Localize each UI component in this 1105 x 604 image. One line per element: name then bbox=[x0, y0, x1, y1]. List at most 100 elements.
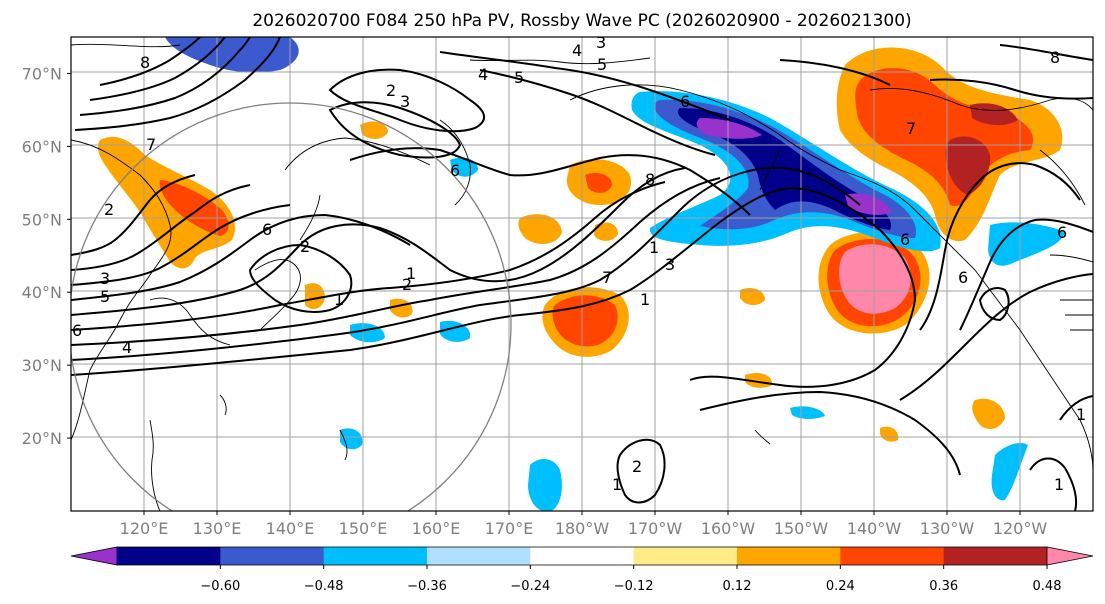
map-area: 8 3 4 5 2 3 6 6 2 8 7 1 2 3 4 5 6 2 1 3 … bbox=[71, 33, 1093, 511]
colorbar-tick-label: −0.48 bbox=[304, 579, 344, 594]
shade-small-9 bbox=[745, 373, 773, 388]
shade-small-4 bbox=[360, 121, 388, 139]
colorbar-tick-label: 0.48 bbox=[1033, 579, 1062, 594]
colorbar-swatch bbox=[943, 547, 1048, 565]
shade-small-8 bbox=[740, 288, 765, 306]
colorbar-swatch bbox=[220, 547, 325, 565]
contour-label: 6 bbox=[450, 161, 460, 180]
contour-label: 6 bbox=[680, 92, 690, 111]
contour-labels: 8 3 4 5 2 3 6 6 2 8 7 1 2 3 4 5 6 2 1 3 … bbox=[72, 33, 1086, 494]
contour-label: 6 bbox=[958, 268, 968, 287]
colorbar-tick-label: −0.12 bbox=[614, 579, 654, 594]
x-tick-label: 120°E bbox=[120, 519, 169, 538]
colorbar-swatch bbox=[427, 547, 531, 565]
contour-label: 1 bbox=[406, 264, 416, 283]
x-axis-ticks: 120°E 130°E 140°E 150°E 160°E 170°E 180°W 170°W… bbox=[120, 511, 1048, 538]
contour-label: 2 bbox=[402, 275, 412, 294]
contour-label: 5 bbox=[100, 287, 110, 306]
colorbar-tick-label: −0.24 bbox=[510, 579, 550, 594]
contour-label: 3 bbox=[100, 269, 110, 288]
x-tick-label: 140°E bbox=[266, 519, 315, 538]
shade-small-10 bbox=[880, 426, 899, 442]
shade-na-pink bbox=[839, 244, 911, 314]
shade-small-11 bbox=[594, 222, 618, 241]
x-tick-label: 140°W bbox=[847, 519, 902, 538]
shade-small-7 bbox=[972, 398, 1005, 430]
colorbar-extend-low bbox=[70, 546, 118, 566]
contour-label: 2 bbox=[632, 457, 642, 476]
contour-label: 3 bbox=[400, 92, 410, 111]
shade-neg-7 bbox=[790, 406, 825, 419]
x-tick-label: 120°W bbox=[993, 519, 1048, 538]
y-axis-ticks: 20°N 30°N 40°N 50°N 60°N 70°N bbox=[22, 64, 71, 448]
shade-neg-3 bbox=[988, 222, 1065, 266]
colorbar-outline bbox=[117, 546, 1047, 566]
shade-small-5 bbox=[305, 283, 325, 310]
x-tick-label: 170°E bbox=[485, 519, 534, 538]
contour-label: 6 bbox=[262, 220, 272, 239]
chart-title: 2026020700 F084 250 hPa PV, Rossby Wave … bbox=[252, 11, 911, 31]
x-tick-label: 130°W bbox=[920, 519, 975, 538]
contour-label: 8 bbox=[1050, 48, 1060, 67]
contour-label: 6 bbox=[900, 230, 910, 249]
contour-label: 1 bbox=[1054, 475, 1064, 494]
contour-label: 1 bbox=[334, 290, 344, 309]
x-tick-label: 180°W bbox=[555, 519, 610, 538]
y-tick-label: 70°N bbox=[22, 64, 62, 83]
contour-label: 2 bbox=[300, 237, 310, 256]
y-tick-label: 40°N bbox=[22, 283, 62, 302]
contour-label: 1 bbox=[612, 475, 622, 494]
shade-neg-9 bbox=[450, 157, 478, 177]
x-tick-label: 130°E bbox=[193, 519, 242, 538]
colorbar-tick-label: 0.36 bbox=[929, 579, 958, 594]
colorbar-swatch bbox=[530, 547, 635, 565]
contour-label: 8 bbox=[645, 170, 655, 189]
shade-canada-darkred2 bbox=[970, 103, 1018, 126]
contour-label: 2 bbox=[386, 81, 396, 100]
shade-neg-2 bbox=[991, 443, 1028, 501]
shade-small-3 bbox=[518, 214, 562, 244]
colorbar-tick-label: 0.24 bbox=[826, 579, 855, 594]
contour-label: 1 bbox=[640, 290, 650, 309]
contour-label: 2 bbox=[104, 200, 114, 219]
colorbar-tick-label: 0.12 bbox=[723, 579, 752, 594]
x-tick-label: 150°E bbox=[339, 519, 388, 538]
x-tick-label: 150°W bbox=[774, 519, 829, 538]
contour-label: 5 bbox=[597, 55, 607, 74]
colorbar-swatch bbox=[633, 547, 738, 565]
y-tick-label: 60°N bbox=[22, 137, 62, 156]
contour-label: 1 bbox=[649, 238, 659, 257]
colorbar-swatch bbox=[117, 547, 221, 565]
contour-label: 6 bbox=[72, 321, 82, 340]
x-tick-label: 160°W bbox=[701, 519, 756, 538]
colorbar-extend-high bbox=[1046, 546, 1094, 566]
contour-label: 4 bbox=[572, 41, 582, 60]
contour-label: 3 bbox=[596, 33, 606, 52]
contour-label: 7 bbox=[906, 119, 916, 138]
contour-label: 1 bbox=[1076, 405, 1086, 424]
shade-neg-8 bbox=[165, 37, 299, 73]
y-tick-label: 20°N bbox=[22, 429, 62, 448]
contour-label: 6 bbox=[1057, 223, 1067, 242]
colorbar-tick-label: −0.60 bbox=[200, 579, 240, 594]
contour-label: 7 bbox=[146, 135, 156, 154]
pv-contours bbox=[71, 37, 1093, 511]
colorbar-swatch bbox=[840, 547, 945, 565]
contour-label: 3 bbox=[665, 255, 675, 274]
contour-label: 5 bbox=[514, 68, 524, 87]
x-tick-label: 160°E bbox=[412, 519, 461, 538]
contour-label: 7 bbox=[602, 268, 612, 287]
y-tick-label: 30°N bbox=[22, 356, 62, 375]
contour-label: 4 bbox=[478, 65, 488, 84]
x-tick-label: 170°W bbox=[628, 519, 683, 538]
colorbar: −0.60 −0.48 −0.36 −0.24 −0.12 0.12 0.24 0.36 0.4… bbox=[70, 546, 1094, 594]
colorbar-swatch bbox=[323, 547, 428, 565]
shade-canada-red bbox=[855, 68, 1034, 207]
shade-small-2 bbox=[585, 173, 612, 193]
reference-circle bbox=[71, 102, 512, 511]
colorbar-swatch bbox=[737, 547, 841, 565]
contour-label: 4 bbox=[122, 338, 132, 357]
colorbar-tick-label: −0.36 bbox=[407, 579, 447, 594]
y-tick-label: 50°N bbox=[22, 210, 62, 229]
